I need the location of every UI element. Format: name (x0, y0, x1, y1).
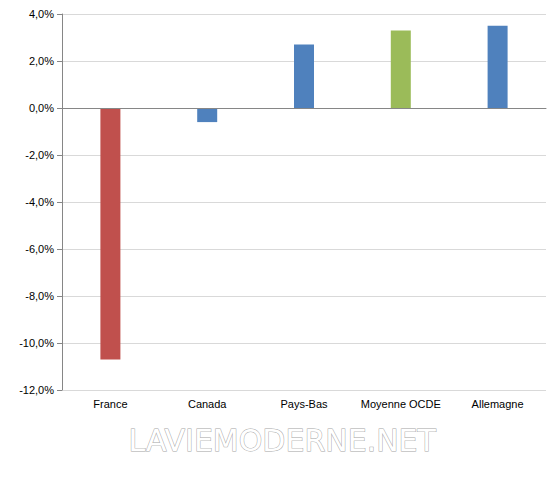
svg-text:-12,0%: -12,0% (19, 384, 54, 396)
svg-text:LAVIEMODERNE.NET: LAVIEMODERNE.NET (129, 423, 437, 458)
svg-text:France: France (93, 398, 127, 410)
svg-text:Pays-Bas: Pays-Bas (280, 398, 328, 410)
svg-text:-4,0%: -4,0% (25, 196, 54, 208)
svg-text:4,0%: 4,0% (29, 8, 54, 20)
svg-text:Allemagne: Allemagne (472, 398, 524, 410)
svg-text:-8,0%: -8,0% (25, 290, 54, 302)
svg-text:Moyenne OCDE: Moyenne OCDE (361, 398, 441, 410)
svg-text:-10,0%: -10,0% (19, 337, 54, 349)
svg-text:-6,0%: -6,0% (25, 243, 54, 255)
svg-text:2,0%: 2,0% (29, 55, 54, 67)
svg-text:Canada: Canada (188, 398, 227, 410)
svg-text:-2,0%: -2,0% (25, 149, 54, 161)
svg-text:0,0%: 0,0% (29, 102, 54, 114)
